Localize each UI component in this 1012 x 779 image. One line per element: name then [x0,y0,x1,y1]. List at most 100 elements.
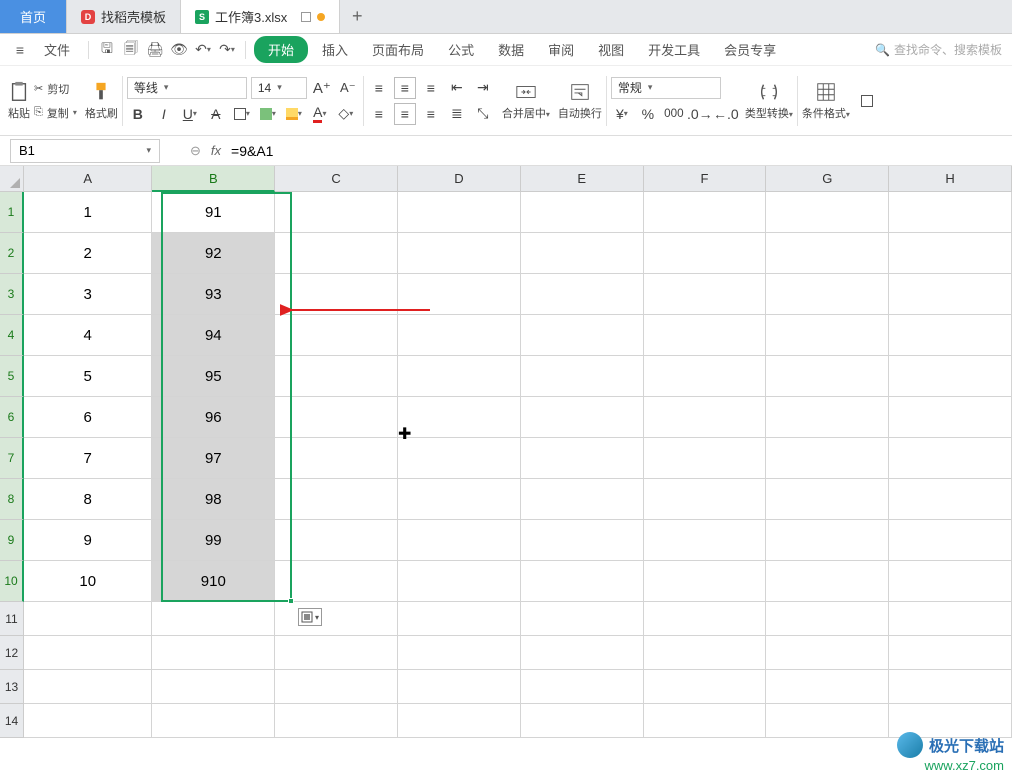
cell-B14[interactable] [152,704,275,738]
cell-F5[interactable] [644,356,767,397]
currency-button[interactable]: ¥▾ [611,103,633,125]
align-right-button[interactable]: ≡ [420,103,442,125]
cell-G9[interactable] [766,520,889,561]
tab-home[interactable]: 首页 [0,0,67,33]
cell-D7[interactable] [398,438,521,479]
cell-C11[interactable] [275,602,398,636]
cell-C2[interactable] [275,233,398,274]
col-header-D[interactable]: D [398,166,521,192]
col-header-B[interactable]: B [152,166,275,192]
cellstyle-button[interactable]: ▾ [257,103,279,125]
italic-button[interactable]: I [153,103,175,125]
menu-start[interactable]: 开始 [254,36,308,63]
cell-E4[interactable] [521,315,644,356]
col-header-C[interactable]: C [275,166,398,192]
align-justify-button[interactable]: ≣ [446,103,468,125]
cell-B6[interactable]: 96 [152,397,275,438]
cell-F9[interactable] [644,520,767,561]
hamburger-icon[interactable]: ≡ [10,40,30,60]
cell-G2[interactable] [766,233,889,274]
cell-H11[interactable] [889,602,1012,636]
cell-H5[interactable] [889,356,1012,397]
redo-icon[interactable]: ↷▾ [217,40,237,60]
align-bottom-button[interactable]: ≡ [420,77,442,99]
cell-A10[interactable]: 10 [24,561,152,602]
cell-E8[interactable] [521,479,644,520]
cell-C8[interactable] [275,479,398,520]
row-header-10[interactable]: 10 [0,561,24,602]
cell-C3[interactable] [275,274,398,315]
cell-F2[interactable] [644,233,767,274]
cell-C9[interactable] [275,520,398,561]
border-button[interactable]: ▾ [231,103,253,125]
cell-G7[interactable] [766,438,889,479]
orientation-button[interactable]: ⤡ [472,103,494,125]
percent-button[interactable]: % [637,103,659,125]
cell-A11[interactable] [24,602,152,636]
cancel-icon[interactable]: ⊖ [190,143,201,159]
col-header-F[interactable]: F [644,166,767,192]
cut-button[interactable]: ✂剪切 [34,79,77,99]
shrink-font-button[interactable]: A⁻ [337,77,359,99]
copy-button[interactable]: ⎘复制▾ [34,103,77,123]
cell-B2[interactable]: 92 [152,233,275,274]
cell-H4[interactable] [889,315,1012,356]
row-header-12[interactable]: 12 [0,636,24,670]
font-select[interactable]: 等线▾ [127,77,247,99]
cell-A3[interactable]: 3 [24,274,152,315]
fx-icon[interactable]: fx [211,143,221,158]
fontcolor-button[interactable]: A▾ [309,103,331,125]
cell-G6[interactable] [766,397,889,438]
row-header-8[interactable]: 8 [0,479,24,520]
cell-D13[interactable] [398,670,521,704]
cell-H7[interactable] [889,438,1012,479]
thousands-button[interactable]: 000 [663,103,685,125]
cell-D1[interactable] [398,192,521,233]
inc-decimal-button[interactable]: .0→ [689,103,711,125]
cell-A6[interactable]: 6 [24,397,152,438]
menu-insert[interactable]: 插入 [312,36,358,63]
cell-B12[interactable] [152,636,275,670]
cell-B5[interactable]: 95 [152,356,275,397]
cell-F1[interactable] [644,192,767,233]
cell-D4[interactable] [398,315,521,356]
cell-G14[interactable] [766,704,889,738]
cell-H8[interactable] [889,479,1012,520]
saveas-icon[interactable]: 🗐 [121,40,141,60]
indent-right-button[interactable]: ⇥ [472,77,494,99]
cell-A4[interactable]: 4 [24,315,152,356]
align-top-button[interactable]: ≡ [368,77,390,99]
row-header-14[interactable]: 14 [0,704,24,738]
cell-E11[interactable] [521,602,644,636]
cell-G13[interactable] [766,670,889,704]
col-header-G[interactable]: G [766,166,889,192]
align-middle-button[interactable]: ≡ [394,77,416,99]
cell-A13[interactable] [24,670,152,704]
menu-member[interactable]: 会员专享 [714,36,786,63]
condfmt-button[interactable]: 条件格式▾ [802,81,850,121]
cell-B1[interactable]: 91 [152,192,275,233]
cell-E14[interactable] [521,704,644,738]
cell-E7[interactable] [521,438,644,479]
cell-B13[interactable] [152,670,275,704]
number-format-select[interactable]: 常规▾ [611,77,721,99]
undo-icon[interactable]: ↶▾ [193,40,213,60]
menu-review[interactable]: 审阅 [538,36,584,63]
cell-A8[interactable]: 8 [24,479,152,520]
fillcolor-button[interactable]: ▾ [283,103,305,125]
row-header-1[interactable]: 1 [0,192,24,233]
cell-H1[interactable] [889,192,1012,233]
cell-H2[interactable] [889,233,1012,274]
row-header-6[interactable]: 6 [0,397,24,438]
cell-G5[interactable] [766,356,889,397]
cell-C1[interactable] [275,192,398,233]
save-icon[interactable]: 🖫 [97,40,117,60]
merge-button[interactable]: 合并居中▾ [502,81,550,121]
dec-decimal-button[interactable]: ←.0 [715,103,737,125]
cell-H13[interactable] [889,670,1012,704]
cell-D12[interactable] [398,636,521,670]
cell-H9[interactable] [889,520,1012,561]
menu-formula[interactable]: 公式 [438,36,484,63]
cell-G11[interactable] [766,602,889,636]
menu-data[interactable]: 数据 [488,36,534,63]
